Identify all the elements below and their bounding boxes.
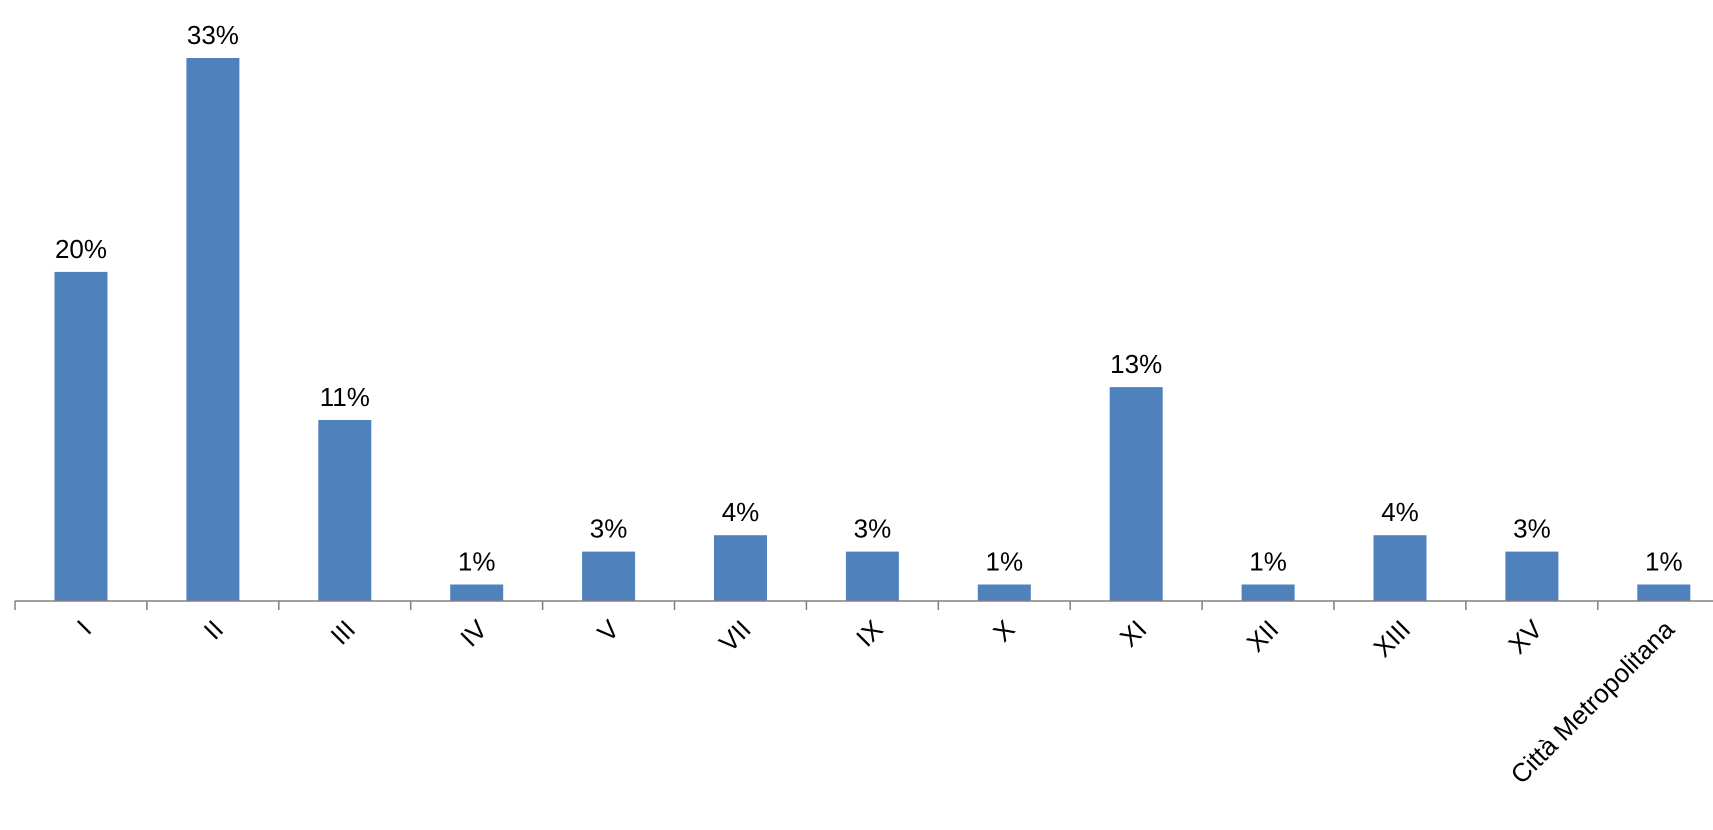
bar-10 [1241,584,1295,601]
data-label-2: 33% [187,20,239,50]
data-label-3: 11% [320,382,370,412]
bar-9 [1109,387,1163,601]
bar-3 [318,420,372,601]
value-labels-group: 20% 33% 11% 1% 3% 4% 3% 1% 13% 1% 4% 3% 1% [55,20,1683,577]
data-label-1: 20% [55,234,107,264]
x-tick-label-3: III [325,614,362,651]
x-tick-label-8: X [987,614,1020,647]
data-label-10: 1% [1249,547,1287,577]
x-tick-label-9: XI [1114,614,1153,653]
bar-13 [1637,584,1691,601]
data-label-7: 3% [854,514,892,544]
data-label-12: 3% [1513,514,1551,544]
bar-5 [582,551,636,601]
data-label-11: 4% [1381,497,1419,527]
x-tick-label-5: V [591,614,625,648]
bar-7 [845,551,899,601]
data-label-8: 1% [986,547,1024,577]
x-tick-label-2: II [198,614,229,645]
bar-12 [1505,551,1559,601]
bar-4 [450,584,504,601]
x-tick-label-1: I [71,614,97,640]
bar-8 [977,584,1031,601]
data-label-5: 3% [590,514,628,544]
x-tick-label-6: VII [713,614,757,658]
x-axis [14,600,1713,610]
x-tick-label-4: IV [454,614,493,653]
x-tick-label-7: IX [850,614,889,653]
data-label-6: 4% [722,497,760,527]
bars-group [54,58,1691,601]
data-label-4: 1% [458,547,496,577]
data-label-13: 1% [1645,547,1683,577]
x-tick-label-12: XV [1502,614,1548,660]
bar-1 [54,271,108,601]
bar-2 [186,58,240,601]
data-label-9: 13% [1110,349,1162,379]
bar-6 [714,535,767,601]
x-tick-label-10: XII [1241,614,1285,658]
x-tick-label-11: XIII [1367,614,1416,663]
bar-11 [1373,535,1427,601]
